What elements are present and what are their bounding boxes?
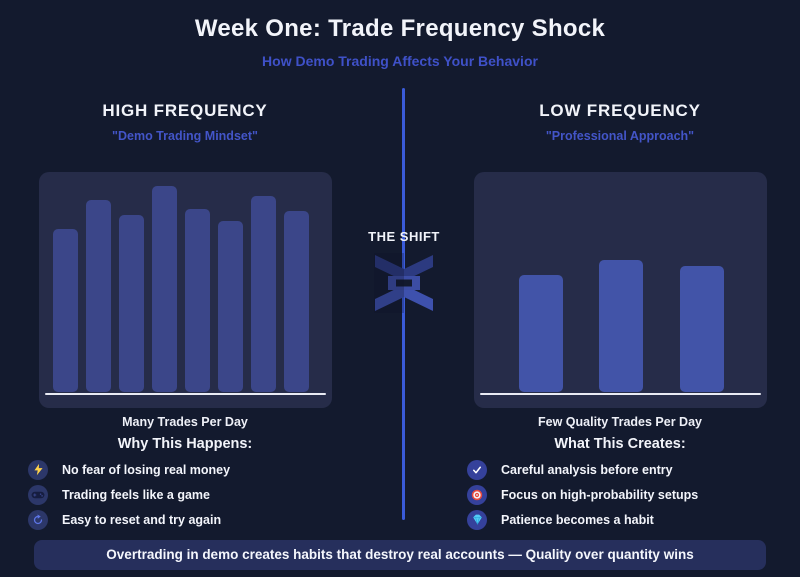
bar	[599, 260, 643, 392]
high-frequency-section: HIGH FREQUENCY "Demo Trading Mindset" Ma…	[20, 101, 350, 534]
what-this-creates-list: Careful analysis before entry Focus on h…	[455, 459, 785, 530]
lightning-icon	[28, 459, 48, 480]
low-frequency-chart-caption: Few Quality Trades Per Day	[538, 415, 702, 429]
bar	[118, 215, 144, 392]
low-frequency-section: LOW FREQUENCY "Professional Approach" Fe…	[455, 101, 785, 534]
low-frequency-axis-baseline	[479, 393, 761, 395]
footer-banner: Overtrading in demo creates habits that …	[34, 540, 766, 570]
shift-converge-icon	[374, 253, 433, 313]
list-item: No fear of losing real money	[28, 459, 350, 480]
bar	[85, 200, 111, 392]
high-frequency-chart-panel	[38, 172, 332, 408]
page-subtitle: How Demo Trading Affects Your Behavior	[262, 53, 538, 69]
list-item-label: No fear of losing real money	[62, 462, 231, 477]
high-frequency-chart-caption: Many Trades Per Day	[122, 415, 248, 429]
high-frequency-axis-baseline	[44, 393, 326, 395]
list-item-label: Patience becomes a habit	[501, 512, 654, 527]
low-frequency-heading: LOW FREQUENCY	[539, 101, 701, 120]
why-this-happens-list: No fear of losing real money Trading fee…	[20, 459, 350, 530]
low-frequency-chart-panel	[473, 172, 767, 408]
gem-icon	[467, 509, 487, 530]
list-item: Easy to reset and try again	[28, 509, 350, 530]
list-item-label: Trading feels like a game	[62, 487, 210, 502]
bar	[184, 209, 210, 392]
bar	[283, 211, 309, 392]
reset-icon	[28, 509, 48, 530]
list-item-label: Easy to reset and try again	[62, 512, 222, 527]
bar	[217, 221, 243, 392]
list-item-label: Focus on high-probability setups	[501, 487, 699, 502]
high-frequency-tagline: "Demo Trading Mindset"	[112, 129, 258, 143]
check-icon	[467, 459, 487, 480]
what-this-creates-heading: What This Creates:	[554, 436, 686, 452]
footer-banner-text: Overtrading in demo creates habits that …	[106, 547, 694, 562]
bar	[52, 229, 78, 392]
list-item: Careful analysis before entry	[467, 459, 785, 480]
list-item-label: Careful analysis before entry	[501, 462, 673, 477]
low-frequency-tagline: "Professional Approach"	[545, 129, 695, 143]
list-item: Focus on high-probability setups	[467, 484, 785, 505]
why-this-happens-heading: Why This Happens:	[117, 436, 253, 452]
bar	[250, 196, 276, 392]
list-item: Trading feels like a game	[28, 484, 350, 505]
center-divider-line	[402, 88, 405, 520]
high-frequency-bars	[39, 186, 332, 392]
low-frequency-bars	[474, 260, 767, 392]
bar	[151, 186, 177, 392]
shift-label: THE SHIFT	[368, 229, 440, 244]
bar	[518, 275, 563, 392]
bar	[679, 266, 724, 392]
page-title: Week One: Trade Frequency Shock	[194, 15, 606, 42]
target-icon	[467, 484, 487, 505]
gamepad-icon	[28, 484, 48, 505]
high-frequency-heading: HIGH FREQUENCY	[102, 101, 268, 120]
list-item: Patience becomes a habit	[467, 509, 785, 530]
